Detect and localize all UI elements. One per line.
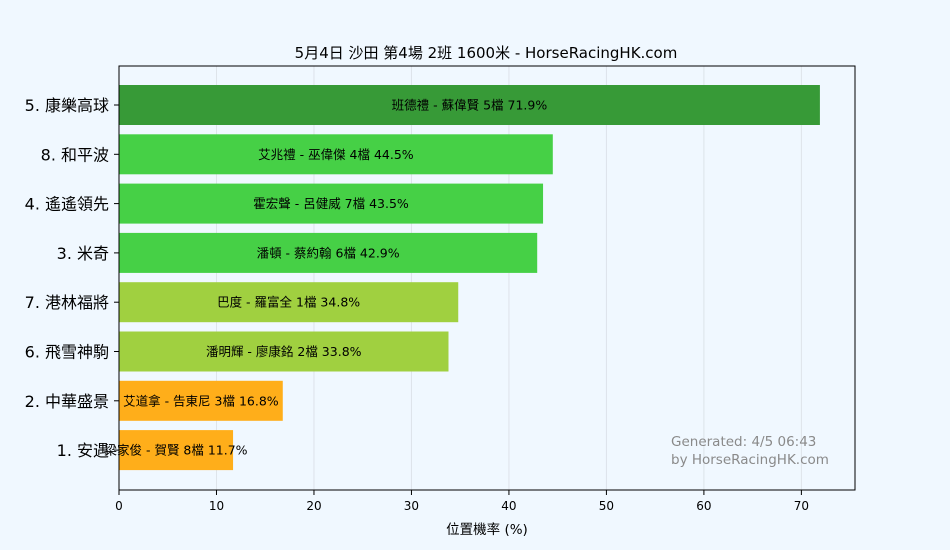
x-tick-label: 30 xyxy=(404,499,419,513)
chart-title: 5月4日 沙田 第4場 2班 1600米 - HorseRacingHK.com xyxy=(295,44,678,62)
x-tick-label: 70 xyxy=(794,499,809,513)
x-tick-label: 10 xyxy=(209,499,224,513)
bar xyxy=(119,282,459,323)
x-tick-label: 0 xyxy=(115,499,123,513)
x-tick-label: 40 xyxy=(501,499,516,513)
y-category-label: 1. 安遇 xyxy=(57,441,109,460)
x-axis-title: 位置機率 (%) xyxy=(446,521,528,538)
bar-data-label: 梁家俊 - 賀賢 8檔 11.7% xyxy=(104,443,247,458)
plot-frame xyxy=(118,65,856,491)
bar xyxy=(119,85,820,125)
x-tick-label: 20 xyxy=(306,499,321,513)
y-category-label: 5. 康樂高球 xyxy=(25,96,109,115)
bar-data-label: 霍宏聲 - 呂健威 7檔 43.5% xyxy=(253,196,409,211)
bar xyxy=(119,430,234,471)
y-category-label: 4. 遙遙領先 xyxy=(25,195,109,214)
bar xyxy=(119,331,449,372)
y-category-label: 7. 港林福將 xyxy=(25,293,109,312)
bar-data-label: 艾兆禮 - 巫偉傑 4檔 44.5% xyxy=(258,147,414,162)
bar-data-label: 艾道拿 - 告東尼 3檔 16.8% xyxy=(123,393,279,408)
watermark-generated: Generated: 4/5 06:43 xyxy=(671,434,816,450)
x-tick-label: 50 xyxy=(599,499,614,513)
bar xyxy=(119,232,538,273)
x-tick-label: 60 xyxy=(696,499,711,513)
watermark-site: by HorseRacingHK.com xyxy=(671,452,829,468)
bar xyxy=(119,183,544,224)
x-axis-ticks: 0 10 20 30 40 50 60 70 xyxy=(115,490,809,513)
y-category-label: 2. 中華盛景 xyxy=(25,392,109,411)
y-category-label: 8. 和平波 xyxy=(41,145,109,164)
bar-data-label: 潘明輝 - 廖康銘 2檔 33.8% xyxy=(206,344,362,359)
bar xyxy=(119,380,283,421)
y-category-label: 3. 米奇 xyxy=(57,244,109,263)
y-category-label: 6. 飛雪神駒 xyxy=(25,343,109,362)
bars: 班德禮 - 蘇偉賢 5檔 71.9% 艾兆禮 - 巫偉傑 4檔 44.5% 霍宏聲 … xyxy=(104,85,820,471)
bar-data-label: 巴度 - 羅富全 1檔 34.8% xyxy=(217,295,360,310)
bar-data-label: 潘頓 - 蔡約翰 6檔 42.9% xyxy=(257,245,400,260)
bar-data-label: 班德禮 - 蘇偉賢 5檔 71.9% xyxy=(392,98,548,113)
y-axis-category-labels: 5. 康樂高球 8. 和平波 4. 遙遙領先 3. 米奇 7. 港林福將 6. 飛雪神駒 2… xyxy=(25,96,119,460)
bar xyxy=(119,134,553,175)
